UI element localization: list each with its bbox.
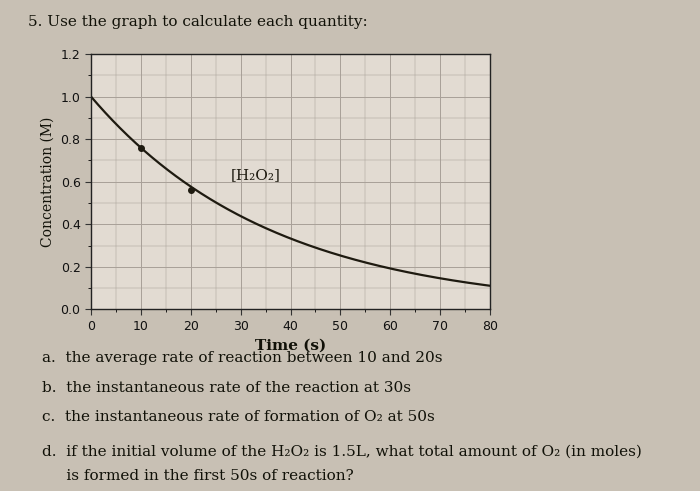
X-axis label: Time (s): Time (s) [255,338,326,353]
Text: a.  the average rate of reaction between 10 and 20s: a. the average rate of reaction between … [42,351,442,365]
Text: is formed in the first 50s of reaction?: is formed in the first 50s of reaction? [42,469,354,483]
Text: 5. Use the graph to calculate each quantity:: 5. Use the graph to calculate each quant… [28,15,368,29]
Text: b.  the instantaneous rate of the reaction at 30s: b. the instantaneous rate of the reactio… [42,381,411,395]
Text: c.  the instantaneous rate of formation of O₂ at 50s: c. the instantaneous rate of formation o… [42,410,435,424]
Y-axis label: Concentration (M): Concentration (M) [41,116,55,247]
Text: [H₂O₂]: [H₂O₂] [231,168,281,182]
Text: d.  if the initial volume of the H₂O₂ is 1.5L, what total amount of O₂ (in moles: d. if the initial volume of the H₂O₂ is … [42,444,642,459]
